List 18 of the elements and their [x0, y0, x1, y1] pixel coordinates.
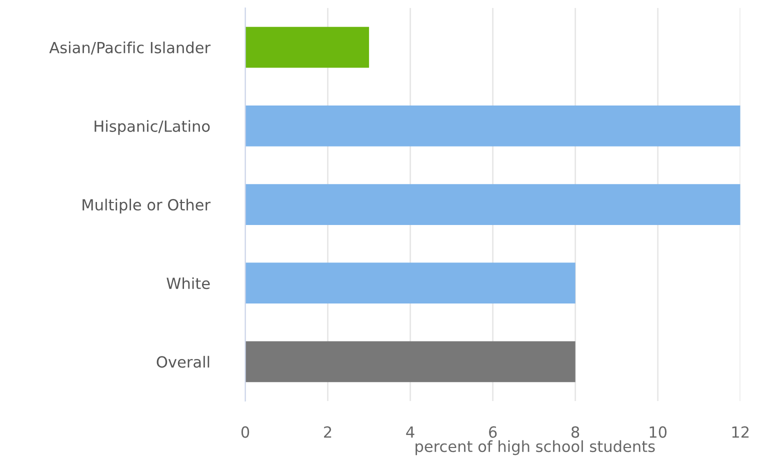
bar	[245, 262, 576, 304]
y-tick-label: Hispanic/Latino	[94, 120, 210, 135]
x-tick-label: 8	[571, 426, 580, 438]
bar	[245, 184, 740, 225]
x-axis-title: percent of high school students	[416, 440, 655, 456]
y-tick-label: Multiple or Other	[82, 198, 211, 214]
y-tick-label: Overall	[156, 356, 210, 368]
x-tick-label: 0	[241, 426, 250, 438]
bar	[245, 106, 740, 146]
x-tick-label: 6	[489, 426, 497, 438]
x-tick-label: 10	[650, 426, 667, 438]
x-tick-label: 2	[324, 426, 332, 438]
x-tick-label: 12	[732, 426, 749, 438]
x-tick-label: 4	[406, 426, 414, 438]
y-tick-label: White	[166, 277, 210, 290]
bar	[245, 341, 576, 382]
y-tick-label: Asian/Pacific Islander	[49, 42, 211, 55]
bar	[245, 26, 370, 68]
